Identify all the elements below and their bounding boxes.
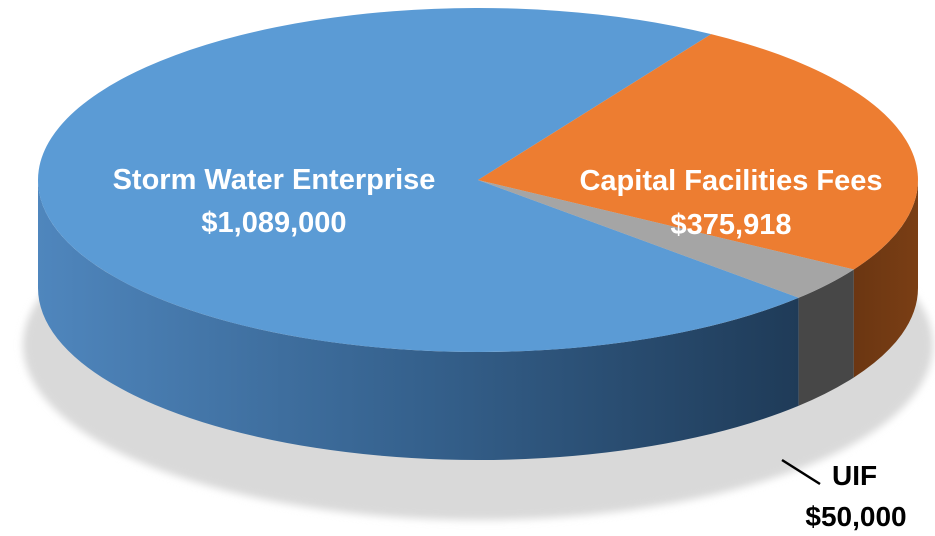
pie-side-uif <box>798 269 854 406</box>
pie-slice-storm-water <box>37 7 799 353</box>
value-storm-water: $1,089,000 <box>201 207 346 239</box>
pie-side-capital <box>853 180 918 378</box>
uif-leader-line <box>781 458 821 486</box>
label-uif: UIF <box>832 460 877 491</box>
label-capital: Capital Facilities Fees <box>579 165 882 197</box>
pie-side-storm-water <box>38 180 799 460</box>
pie-slice-capital <box>478 34 918 270</box>
label-storm-water: Storm Water Enterprise <box>113 164 436 196</box>
value-uif: $50,000 <box>805 501 906 532</box>
value-capital: $375,918 <box>671 209 792 241</box>
pie-slice-uif <box>478 180 854 298</box>
